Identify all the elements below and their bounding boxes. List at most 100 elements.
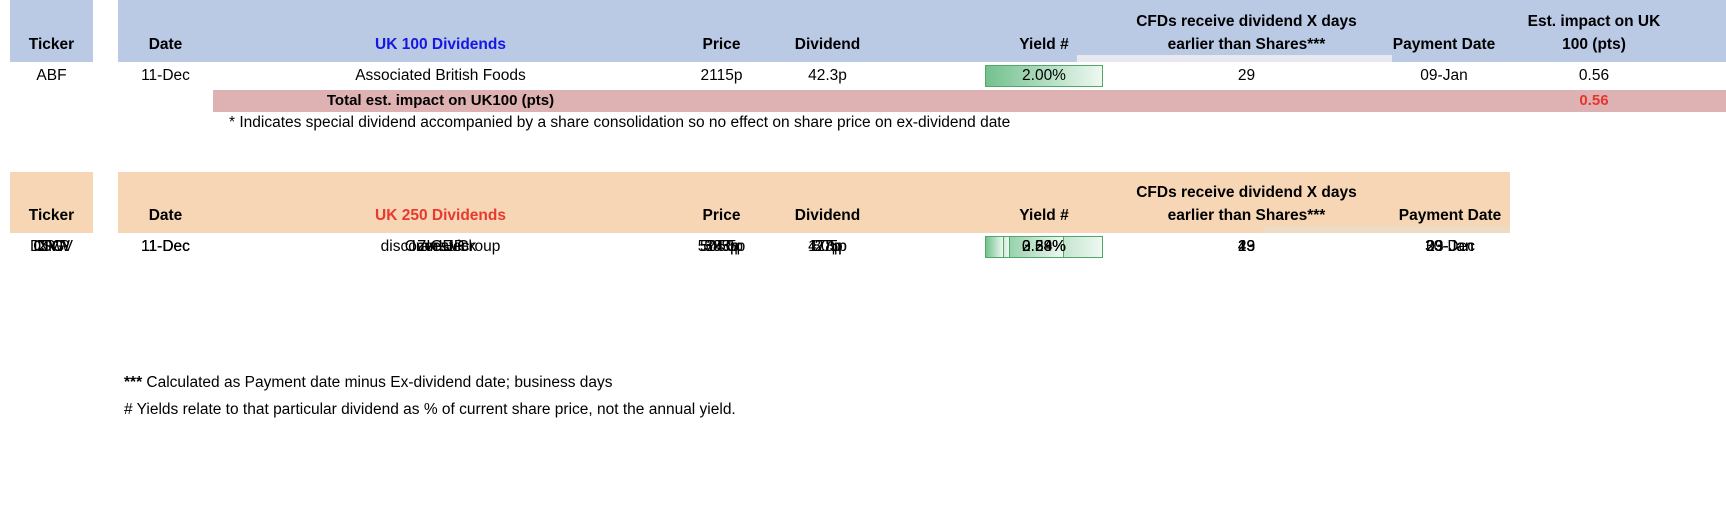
uk100-date-header-cell[interactable]: Date (118, 0, 213, 62)
uk100-total-row: Total est. impact on UK100 (pts) 0.56 (0, 90, 1726, 112)
cell-dividend[interactable]: 27p (814, 238, 841, 256)
cell-cfd-days[interactable]: 43 (1237, 238, 1256, 256)
impact-header-line1: Est. impact on UK (1527, 13, 1661, 31)
margin (0, 172, 10, 233)
cell-payment-date[interactable]: 23-Jan (1426, 238, 1474, 256)
cell-payment-date[interactable]: 23-Jan (1426, 238, 1474, 256)
uk100-header-tail (1690, 0, 1726, 62)
dividend-header-label: Dividend (794, 206, 861, 224)
uk100-yield-header-cell[interactable]: Yield # (985, 0, 1103, 62)
payment-header-label: Payment Date (1398, 206, 1502, 224)
tail (1690, 62, 1726, 90)
total-impact-value-cell[interactable]: 0.56 (1498, 90, 1690, 112)
blank (10, 90, 93, 112)
cell-price[interactable]: 393p (704, 238, 739, 256)
blank (118, 90, 213, 112)
uk250-price-header-cell[interactable]: Price (668, 172, 775, 233)
cell-price[interactable]: 5050p (699, 238, 744, 256)
cell-yield[interactable]: 2.00% (985, 62, 1103, 90)
cell-price[interactable]: 524.5p (697, 238, 746, 256)
uk100-dividend-header-cell[interactable]: Dividend (775, 0, 880, 62)
payment-header-label: Payment Date (1392, 35, 1496, 53)
yield-header-label: Yield # (1019, 206, 1069, 224)
cfd-days-footnote-marker: *** (124, 374, 143, 391)
cell-ticker[interactable]: ABF (36, 67, 67, 85)
uk100-impact-header-cell[interactable]: Est. impact on UK 100 (pts) (1498, 0, 1690, 62)
uk100-spacer-header-cell (880, 0, 985, 62)
cell-dividend[interactable]: 42.3p (808, 67, 847, 85)
yield-value: 2.24% (1022, 238, 1066, 256)
blank (985, 90, 1103, 112)
gap (93, 90, 118, 112)
margin (0, 233, 10, 261)
uk250-date-header-cell[interactable]: Date (118, 172, 213, 233)
cell-cfd-days[interactable]: 19 (1237, 238, 1256, 256)
blank (668, 90, 775, 112)
cell-payment-date[interactable]: 30-Dec (1425, 238, 1475, 256)
cell-ex-dividend-date[interactable]: 11-Dec (141, 238, 190, 256)
cfds-header-line1: CFDs receive dividend X days (1136, 184, 1357, 202)
cell-company-name[interactable]: Investec (411, 238, 470, 256)
uk100-price-header-cell[interactable]: Price (668, 0, 775, 62)
cell-company-name[interactable]: discoverIE Group (380, 238, 501, 256)
cell-company-name[interactable]: Associated British Foods (355, 67, 526, 85)
cell-cfd-days[interactable]: 29 (1237, 238, 1256, 256)
total-impact-label-cell[interactable]: Total est. impact on UK100 (pts) (213, 90, 668, 112)
cell-ex-dividend-date[interactable]: 11-Dec (141, 238, 190, 256)
margin (0, 62, 10, 90)
cell-payment-date[interactable]: 09-Jan (1420, 67, 1468, 85)
cell-ticker[interactable]: CRW (33, 238, 70, 256)
cell-cfd-days[interactable]: 29 (1237, 67, 1256, 85)
dividend-table-row: ABF 11-Dec Associated British Foods 2115… (0, 62, 1726, 90)
cell-company-name[interactable]: ZIGUP (416, 238, 465, 256)
uk100-payment-header-cell[interactable]: Payment Date (1390, 0, 1498, 62)
blank (880, 90, 985, 112)
spacer (880, 62, 985, 90)
date-header-label: Date (148, 206, 183, 224)
uk250-yield-header-cell[interactable]: Yield # (985, 172, 1103, 233)
price-header-label: Price (702, 35, 741, 53)
impact-header-line2: 100 (pts) (1562, 35, 1626, 53)
ticker-header-label: Ticker (28, 206, 75, 224)
uk250-payment-header-cell[interactable]: Payment Date (1390, 172, 1510, 233)
cell-ex-dividend-date[interactable]: 11-Dec (141, 238, 190, 256)
ticker-header-label: Ticker (28, 35, 75, 53)
cell-company-name[interactable]: Cranswick (404, 238, 477, 256)
cell-ticker[interactable]: ZIG (38, 238, 65, 256)
uk100-ticker-header-cell[interactable]: Ticker (10, 0, 93, 62)
uk250-header-bottom-strip (1263, 226, 1510, 233)
cell-yield[interactable]: 0.53% (985, 233, 1103, 261)
uk250-title-label: UK 250 Dividends (375, 206, 506, 224)
uk100-header-row: Ticker Date UK 100 Dividends Price Divid… (0, 0, 1726, 62)
uk250-cfds-header-cell[interactable]: CFDs receive dividend X days earlier tha… (1103, 172, 1390, 233)
dividend-table-row: ZIG 11-Dec ZIGUP 393p 8.8p 2.24% 29 09-J… (0, 233, 1726, 261)
special-dividend-footnote-text: * Indicates special dividend accompanied… (229, 114, 1011, 131)
uk100-title-cell[interactable]: UK 100 Dividends (213, 0, 668, 62)
cell-dividend[interactable]: 8.8p (812, 238, 843, 256)
gap (93, 0, 118, 62)
cell-cfd-days[interactable]: 43 (1237, 238, 1256, 256)
uk250-dividend-header-cell[interactable]: Dividend (775, 172, 880, 233)
special-dividend-footnote[interactable]: * Indicates special dividend accompanied… (229, 114, 1010, 132)
uk250-ticker-header-cell[interactable]: Ticker (10, 172, 93, 233)
yield-definition-footnote[interactable]: # Yields relate to that particular divid… (124, 401, 736, 419)
cell-dividend[interactable]: 17.5p (808, 238, 847, 256)
cell-ticker[interactable]: INVP (33, 238, 70, 256)
cell-price[interactable]: 2115p (700, 67, 743, 85)
cfd-days-footnote[interactable]: *** Calculated as Payment date minus Ex-… (124, 374, 613, 392)
uk100-cfds-header-cell[interactable]: CFDs receive dividend X days earlier tha… (1103, 0, 1390, 62)
uk250-title-cell[interactable]: UK 250 Dividends (213, 172, 668, 233)
blank (1103, 90, 1390, 112)
cell-ex-dividend-date[interactable]: 11-Dec (141, 238, 190, 256)
total-impact-value: 0.56 (1579, 92, 1609, 110)
cell-dividend[interactable]: 4.05p (808, 238, 847, 256)
gap (93, 62, 118, 90)
cell-ticker[interactable]: DSCV (29, 238, 74, 256)
cell-price[interactable]: 585p (704, 238, 739, 256)
uk100-header-bottom-strip (1077, 55, 1392, 62)
cell-ex-dividend-date[interactable]: 11-Dec (141, 67, 190, 85)
cfds-header-line2: earlier than Shares*** (1167, 35, 1326, 53)
cell-est-impact[interactable]: 0.56 (1578, 67, 1610, 85)
cell-payment-date[interactable]: 09-Jan (1426, 238, 1474, 256)
yield-header-label: Yield # (1019, 35, 1069, 53)
